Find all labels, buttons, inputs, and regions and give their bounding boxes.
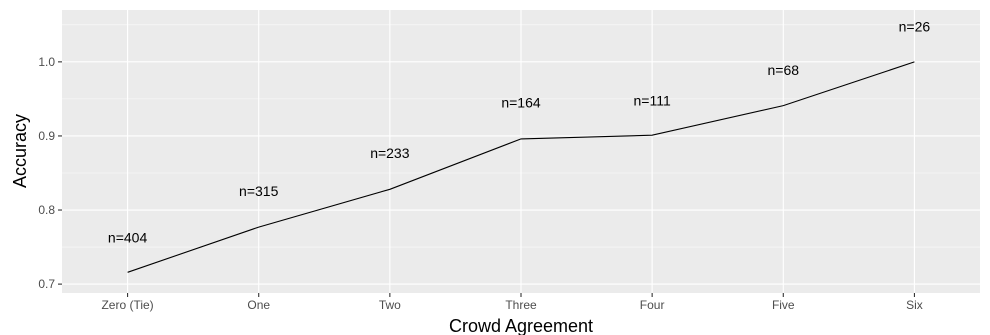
sample-size-label: n=68 [768, 62, 800, 78]
x-tick-labels: Zero (Tie) One Two Three Four Five Six [101, 298, 922, 312]
x-tick-label: Six [906, 298, 923, 312]
x-tick-label: Three [505, 298, 537, 312]
sample-size-label: n=404 [108, 229, 148, 245]
x-tick-label: Zero (Tie) [101, 298, 153, 312]
y-tick-labels: 0.7 0.8 0.9 1.0 [38, 55, 55, 291]
y-axis-title: Accuracy [10, 114, 30, 188]
x-tick-label: Two [379, 298, 401, 312]
sample-size-label: n=26 [899, 18, 931, 34]
x-tick-label: One [247, 298, 270, 312]
x-tick-label: Four [640, 298, 665, 312]
x-tick-label: Five [772, 298, 795, 312]
sample-size-label: n=233 [370, 145, 410, 161]
sample-size-label: n=315 [239, 183, 279, 199]
y-tick-label: 1.0 [38, 55, 55, 69]
x-axis-title: Crowd Agreement [449, 316, 593, 335]
y-tick-label: 0.9 [38, 129, 55, 143]
y-tick-label: 0.7 [38, 277, 55, 291]
y-tick-label: 0.8 [38, 203, 55, 217]
sample-size-label: n=111 [634, 92, 671, 108]
sample-size-label: n=164 [501, 95, 541, 111]
